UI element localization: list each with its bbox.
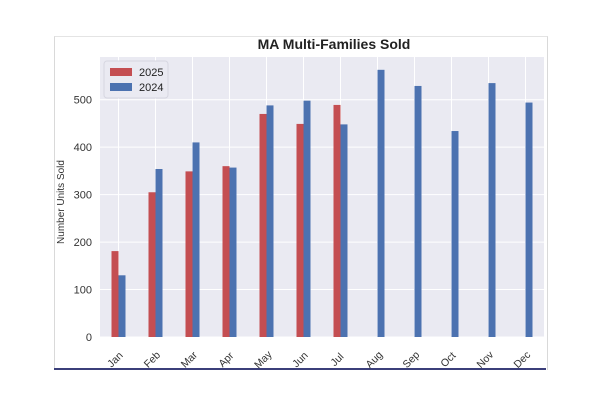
- bar-2024-Jan: [118, 275, 126, 337]
- chart-title: MA Multi-Families Sold: [258, 36, 411, 52]
- y-tick-labels: 0 100 200 300 400 500: [74, 95, 92, 344]
- y-tick-label: 200: [74, 237, 92, 249]
- x-tick-label: Dec: [512, 349, 534, 371]
- bar-2025-Mar: [185, 171, 193, 337]
- y-tick-label: 300: [74, 190, 92, 202]
- x-tick-label: Nov: [475, 349, 497, 371]
- legend-swatch-2025: [110, 68, 132, 76]
- x-tick-labels: Jan Feb Mar Apr May Jun Jul Aug Sep Oct Nov Dec: [105, 348, 533, 371]
- bars: [111, 69, 533, 338]
- bar-2024-May: [266, 105, 274, 338]
- bottom-rule: [54, 368, 546, 370]
- legend: 2025 2024: [103, 60, 169, 99]
- legend-swatch-2024: [110, 83, 132, 91]
- x-tick-label: Oct: [438, 350, 458, 370]
- bar-2024-Apr: [229, 167, 237, 337]
- legend-label-2024: 2024: [139, 82, 163, 94]
- bar-2024-Sep: [414, 85, 422, 337]
- bar-2025-Jun: [296, 123, 304, 337]
- bar-2024-Dec: [525, 102, 533, 337]
- y-axis-label: Number Units Sold: [56, 160, 67, 244]
- x-tick-label: Feb: [142, 349, 163, 370]
- y-tick-label: 500: [74, 95, 92, 107]
- x-tick-label: Sep: [401, 349, 423, 371]
- x-tick-label: Jan: [105, 350, 126, 371]
- bar-2024-Mar: [192, 142, 200, 337]
- y-tick-label: 100: [74, 285, 92, 297]
- legend-label-2025: 2025: [139, 67, 163, 79]
- bar-2024-Jul: [340, 124, 348, 337]
- bar-2024-Nov: [488, 83, 496, 338]
- x-tick-label: Jun: [290, 350, 311, 371]
- bar-2025-Jul: [333, 104, 341, 337]
- plot-area: [100, 57, 544, 337]
- bar-2025-Apr: [222, 166, 230, 337]
- bar-2025-May: [259, 113, 267, 337]
- bar-2024-Jun: [303, 100, 311, 338]
- y-tick-label: 400: [74, 142, 92, 154]
- x-tick-label: May: [252, 348, 275, 371]
- bar-2024-Oct: [451, 131, 459, 337]
- bar-2024-Feb: [155, 169, 163, 337]
- bar-2025-Feb: [148, 192, 156, 337]
- bar-2025-Jan: [111, 251, 119, 337]
- y-tick-label: 0: [86, 332, 92, 344]
- x-tick-label: Apr: [216, 350, 236, 370]
- bar-2024-Aug: [377, 69, 385, 337]
- x-tick-label: Mar: [179, 349, 201, 371]
- x-tick-label: Aug: [364, 349, 386, 371]
- x-tick-label: Jul: [328, 351, 346, 369]
